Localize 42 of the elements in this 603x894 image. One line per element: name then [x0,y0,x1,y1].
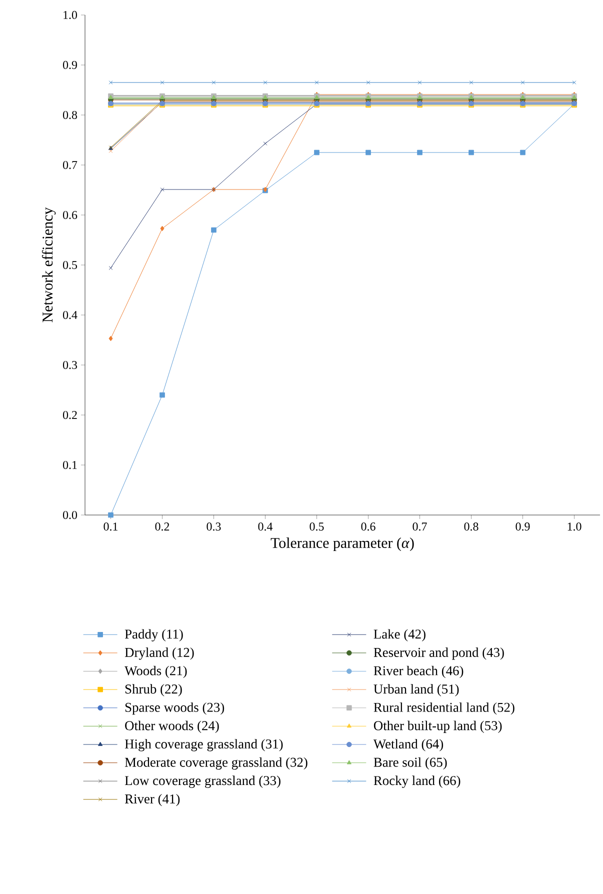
legend-label: Paddy (11) [124,629,183,642]
x-tick-label: 0.6 [361,522,376,531]
legend-label: River beach (46) [374,666,464,678]
legend-label: Dryland (12) [124,648,194,660]
legend-label: Other built-up land (53) [374,720,502,733]
y-tick-label: 0.7 [62,160,78,170]
y-tick-label: 0.5 [62,260,78,270]
legend-label: Shrub (22) [125,684,182,696]
y-tick-label: 0.3 [62,360,78,370]
legend-label: Other woods (24) [125,720,219,733]
y-tick-label: 0.1 [62,460,77,470]
x-tick-label: 1.0 [568,522,582,531]
legend-label: Wetland (64) [373,739,444,752]
x-tick-label: 0.2 [155,522,170,531]
y-tick-label: 0.8 [62,110,78,120]
legend-label: Reservoir and pond (43) [374,648,504,660]
x-tick-label: 0.4 [258,522,273,531]
legend-label: Bare soil (65) [374,757,447,770]
x-axis-title: Tolerance parameter (α) [270,537,414,552]
legend-label: River (41) [124,794,180,806]
legend-label: Low coverage grassland (33) [124,776,280,788]
x-tick-label: 0.1 [104,522,118,531]
y-tick-label: 0.2 [62,410,77,420]
legend-label: Lake (42) [374,629,426,642]
legend-label: Rocky land (66) [374,776,460,788]
legend-label: Moderate coverage grassland (32) [124,757,308,770]
x-tick-label: 0.8 [464,522,478,531]
legend-label: Woods (21) [124,666,187,678]
legend-label: Sparse woods (23) [125,702,224,715]
y-tick-label: 0.6 [62,210,78,220]
x-tick-label: 0.9 [516,522,530,531]
y-tick-label: 0.9 [62,60,77,70]
y-tick-label: 0.4 [62,310,78,320]
y-axis-title: Network efficiency [42,207,56,322]
legend-label: Urban land (51) [374,684,459,696]
x-tick-label: 0.3 [206,522,221,531]
legend-label: High coverage grassland (31) [124,739,283,752]
legend-label: Rural residential land (52) [374,702,514,715]
y-tick-label: 0.0 [62,510,78,520]
y-tick-label: 1.0 [64,10,78,20]
x-tick-label: 0.7 [412,522,427,531]
x-tick-label: 0.5 [310,522,324,531]
